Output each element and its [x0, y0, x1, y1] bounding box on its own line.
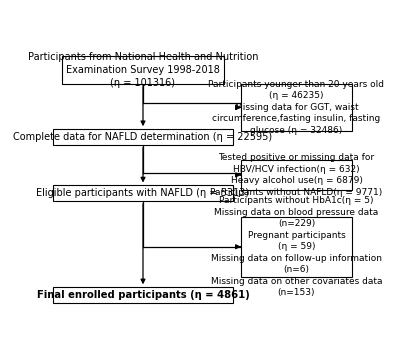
Text: Participants younger than 20 years old
(η = 46235)
Missing data for GGT, waist
c: Participants younger than 20 years old (… — [208, 80, 384, 135]
Text: Eligible participants with NAFLD (η = 5313): Eligible participants with NAFLD (η = 53… — [36, 188, 250, 198]
FancyBboxPatch shape — [53, 287, 233, 303]
Text: Tested positive or missing data for
HBV/HCV infection(η = 632)
Heavy alcohol use: Tested positive or missing data for HBV/… — [210, 153, 382, 197]
FancyBboxPatch shape — [241, 160, 352, 190]
Text: Participants without HbA1c(η = 5)
Missing data on blood pressure data
(n=229)
Pr: Participants without HbA1c(η = 5) Missin… — [211, 197, 382, 297]
Text: Participants from National Health and Nutrition
Examination Survey 1998-2018
(η : Participants from National Health and Nu… — [28, 52, 258, 88]
FancyBboxPatch shape — [62, 56, 224, 84]
FancyBboxPatch shape — [241, 216, 352, 277]
FancyBboxPatch shape — [241, 84, 352, 131]
Text: Complete data for NAFLD determination (η = 22595): Complete data for NAFLD determination (η… — [14, 132, 272, 142]
Text: Final enrolled participants (η = 4861): Final enrolled participants (η = 4861) — [37, 290, 249, 300]
FancyBboxPatch shape — [53, 185, 233, 201]
FancyBboxPatch shape — [53, 129, 233, 145]
